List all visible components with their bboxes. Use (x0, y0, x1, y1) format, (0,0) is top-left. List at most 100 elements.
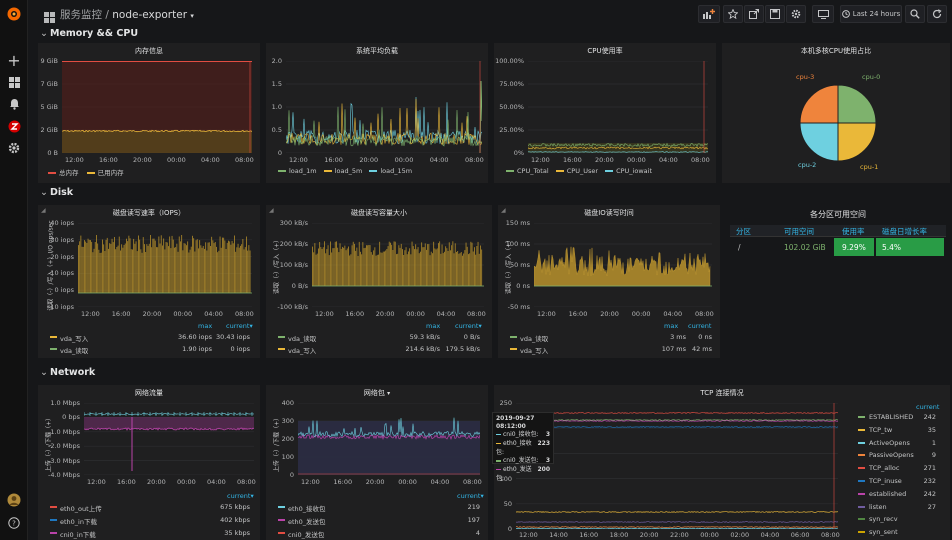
table-header-max[interactable]: max (664, 322, 679, 330)
cpu-graph[interactable] (528, 61, 708, 153)
grafana-logo-icon[interactable] (6, 6, 22, 22)
save-button[interactable] (765, 5, 785, 23)
panel-partition-space[interactable]: 各分区可用空间 分区 可用空间 使用率 磁盘日增长率 / 102.02 GiB … (726, 205, 950, 358)
packets-graph[interactable] (298, 403, 480, 475)
cpu-pie-chart[interactable]: cpu-0 cpu-1 cpu-2 cpu-3 (778, 61, 898, 177)
iops-write-bar (79, 241, 81, 293)
dashboard-title[interactable]: node-exporter (112, 9, 188, 21)
iops-write-bar (121, 244, 123, 293)
iops-write-bar (170, 248, 172, 293)
legend-item[interactable]: CPU_User (566, 167, 599, 175)
row-disk[interactable]: ⌄ Disk (40, 187, 73, 198)
bell-icon[interactable] (6, 96, 22, 112)
refresh-button[interactable] (927, 5, 947, 23)
iops-write-bar (163, 238, 165, 293)
panel-cpu-pie[interactable]: 本机多核CPU使用占比 cpu-0 cpu-1 cpu-2 cpu-3 (722, 43, 950, 183)
panel-title-text[interactable]: 网络包 (363, 389, 385, 397)
panel-title[interactable]: 各分区可用空间 (810, 210, 866, 219)
header-partition[interactable]: 分区 (736, 227, 751, 236)
caret-down-icon[interactable]: ▾ (190, 12, 194, 20)
table-header-current[interactable]: current▾ (227, 492, 254, 500)
tcp-graph[interactable] (516, 403, 838, 529)
iops-write-bar (214, 242, 216, 293)
iops-write-bar (102, 239, 103, 293)
dashboards-icon[interactable] (6, 74, 22, 90)
y-tick-label: 0 (507, 525, 512, 533)
table-header-current[interactable]: current▾ (226, 322, 253, 330)
panel-title[interactable]: 网络流量 (135, 389, 163, 397)
breadcrumb[interactable]: 服务监控 / node-exporter ▾ (60, 7, 194, 22)
folder-name[interactable]: 服务监控 (60, 9, 102, 21)
load-graph[interactable] (286, 61, 482, 153)
panel-network-packets[interactable]: 网络包 ▾ 上传（-）/下载（+） 400 300 200 100 0 12:00 16:… (266, 385, 488, 540)
table-header-current[interactable]: current▾ (457, 492, 484, 500)
table-header-current[interactable]: current (916, 403, 940, 411)
panel-memory[interactable]: 内存信息 9 GiB 7 GiB 5 GiB 2 GiB 0 B 12:00 16:00 2… (38, 43, 260, 183)
panel-disk-bytes[interactable]: 磁盘读写容量大小 ◢ 读取（-）/写入（+） 300 kB/s 200 kB/s 1… (266, 205, 492, 358)
series-name: established (869, 489, 907, 498)
zoom-out-button[interactable] (905, 5, 925, 23)
disk-bytes-graph[interactable] (312, 223, 484, 307)
zabbix-app-icon[interactable] (6, 118, 22, 134)
memory-graph[interactable] (62, 61, 252, 153)
panel-disk-io-time[interactable]: 磁盘IO读写时间 ◢ 读取（-）/写入（+） 150 ms 100 ms 50 ms… (498, 205, 720, 358)
disk-write-bar (392, 250, 394, 286)
help-icon[interactable]: ? (6, 515, 22, 531)
iops-write-bar (222, 237, 223, 293)
panel-title[interactable]: 内存信息 (135, 47, 163, 55)
panel-title[interactable]: 磁盘IO读写时间 (584, 209, 634, 217)
io-time-graph[interactable] (534, 223, 712, 307)
settings-button[interactable] (786, 5, 806, 23)
header-growth[interactable]: 磁盘日增长率 (882, 227, 927, 236)
caret-down-icon[interactable]: ▾ (387, 390, 391, 397)
panel-cpu[interactable]: CPU使用率 100.00% 75.00% 50.00% 25.00% 0% 12:00… (494, 43, 716, 183)
header-free[interactable]: 可用空间 (784, 227, 814, 236)
panel-disk-iops[interactable]: 磁盘读写速率（IOPS） ◢ 读取（-）/写入（+）I/O ops/sec 40… (38, 205, 260, 358)
traffic-graph[interactable] (84, 403, 254, 475)
time-picker-button[interactable]: Last 24 hours (840, 5, 902, 23)
row-network[interactable]: ⌄ Network (40, 367, 95, 378)
legend-item[interactable]: 总内存 (59, 169, 79, 177)
row-memory-cpu[interactable]: ⌄ Memory && CPU (40, 28, 138, 39)
share-button[interactable] (744, 5, 764, 23)
panel-title[interactable]: 系统平均负载 (356, 47, 398, 55)
plus-icon[interactable]: + (7, 50, 21, 70)
panel-title[interactable]: 网络包 ▾ (266, 388, 488, 398)
legend-item[interactable]: load_15m (380, 167, 413, 175)
star-button[interactable] (723, 5, 743, 23)
legend-item[interactable]: CPU_Total (517, 167, 549, 175)
panel-title[interactable]: 本机多核CPU使用占比 (800, 47, 872, 55)
panel-title[interactable]: CPU使用率 (587, 47, 623, 55)
table-header-current[interactable]: current (688, 322, 712, 330)
legend-swatch (278, 506, 285, 508)
disk-write-bar (426, 249, 427, 286)
gear-icon[interactable] (6, 140, 22, 156)
panel-title[interactable]: 磁盘读写容量大小 (351, 209, 407, 217)
table-header-current[interactable]: current▾ (455, 322, 482, 330)
iops-write-bar (208, 242, 210, 293)
series-current: 675 kbps (220, 503, 250, 511)
header-usage[interactable]: 使用率 (842, 227, 865, 236)
iops-write-bar (103, 244, 105, 293)
iops-write-bar (162, 245, 163, 293)
iops-write-bar (111, 238, 113, 293)
legend-swatch (858, 428, 865, 431)
table-header-max[interactable]: max (426, 322, 441, 330)
legend-item[interactable]: load_5m (334, 167, 363, 175)
disk-write-bar (453, 253, 455, 286)
panel-tcp[interactable]: TCP 连接情况 250200150100500 12:0014:0016:00… (494, 385, 950, 540)
table-header-max[interactable]: max (198, 322, 213, 330)
panel-load[interactable]: 系统平均负载 2.0 1.5 1.0 0.5 0 12:00 16:00 20:00 00:0… (266, 43, 488, 183)
panel-title[interactable]: 磁盘读写速率（IOPS） (112, 209, 186, 217)
legend-item[interactable]: CPU_iowait (616, 167, 652, 175)
avatar[interactable] (6, 492, 22, 508)
panel-title[interactable]: TCP 连接情况 (700, 389, 744, 397)
add-panel-button[interactable] (698, 5, 720, 23)
disk-write-bar (477, 241, 479, 286)
legend-item[interactable]: load_1m (289, 167, 317, 175)
iops-graph[interactable] (78, 223, 252, 307)
legend-item[interactable]: 已用内存 (97, 169, 124, 177)
panel-network-traffic[interactable]: 网络流量 上传（-）/下载（+） 1.0 Mbps 0 bps -1.0 Mbps -… (38, 385, 260, 540)
disk-write-bar (439, 241, 441, 286)
tv-mode-button[interactable] (812, 5, 834, 23)
